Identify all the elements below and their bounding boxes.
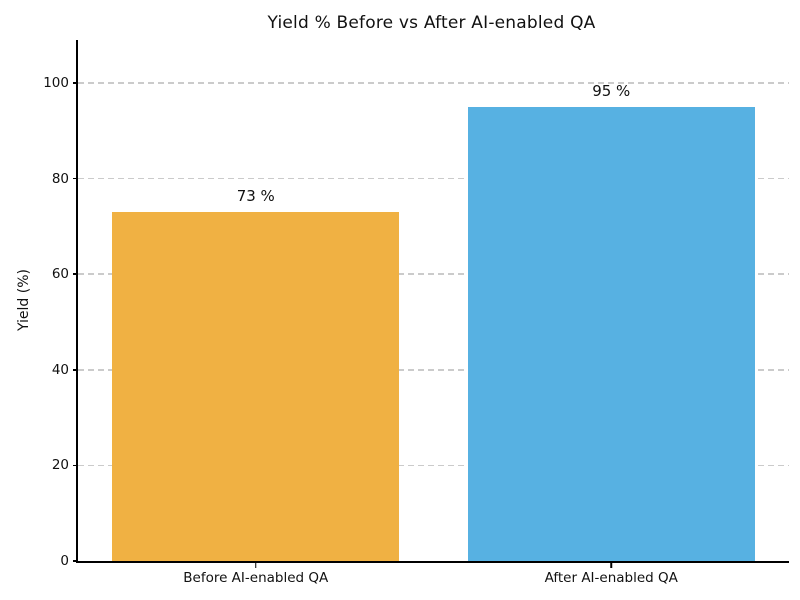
y-tick-mark-40 bbox=[73, 369, 78, 371]
y-tick-label-20: 20 bbox=[51, 457, 69, 474]
y-tick-label-100: 100 bbox=[43, 75, 69, 92]
x-tick-label-2: After AI-enabled QA bbox=[544, 570, 678, 586]
y-tick-mark-60 bbox=[73, 273, 78, 275]
y-tick-label-0: 0 bbox=[60, 553, 69, 569]
x-tick-label-1: Before AI-enabled QA bbox=[183, 570, 329, 586]
bar-value-label-2: 95 % bbox=[592, 81, 631, 100]
bar-2 bbox=[467, 106, 755, 561]
y-tick-label-80: 80 bbox=[51, 170, 69, 187]
y-tick-mark-100 bbox=[73, 82, 78, 84]
y-tick-mark-0 bbox=[73, 560, 78, 562]
y-tick-label-40: 40 bbox=[51, 361, 69, 378]
chart-title: Yield % Before vs After AI-enabled QA bbox=[267, 13, 596, 33]
gridline-80 bbox=[78, 177, 789, 180]
bar-1 bbox=[112, 212, 400, 561]
y-tick-mark-20 bbox=[73, 464, 78, 467]
gridline-100 bbox=[78, 82, 789, 84]
x-tick-mark-2 bbox=[610, 563, 612, 568]
bar-value-label-1: 73 % bbox=[236, 187, 275, 206]
plot-area: 0 20 40 60 80 100 73 % Before AI-enabled QA 95 %… bbox=[43, 40, 789, 586]
y-axis-label: Yield (%) bbox=[16, 268, 32, 332]
y-tick-label-60: 60 bbox=[51, 266, 69, 283]
x-tick-mark-1 bbox=[255, 563, 257, 568]
gridline-40 bbox=[78, 369, 789, 371]
y-tick-mark-80 bbox=[73, 177, 78, 180]
gridline-60 bbox=[78, 273, 789, 275]
gridline-20 bbox=[78, 464, 789, 467]
